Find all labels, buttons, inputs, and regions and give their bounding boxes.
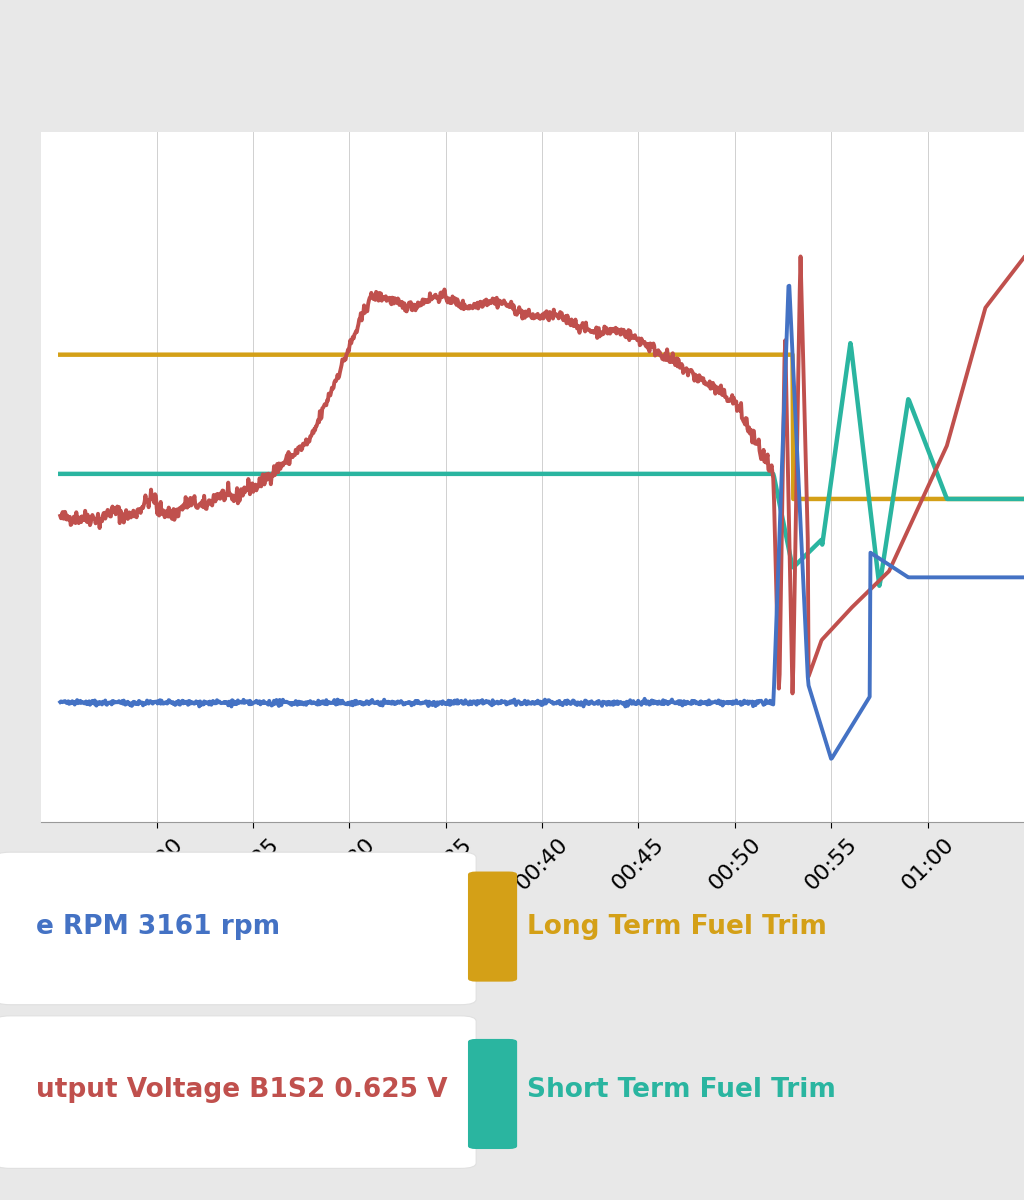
FancyBboxPatch shape <box>0 852 476 1004</box>
FancyBboxPatch shape <box>468 871 517 982</box>
Text: Short Term Fuel Trim: Short Term Fuel Trim <box>527 1078 837 1103</box>
Text: e RPM 3161 rpm: e RPM 3161 rpm <box>36 913 280 940</box>
Text: utput Voltage B1S2 0.625 V: utput Voltage B1S2 0.625 V <box>36 1078 447 1103</box>
FancyBboxPatch shape <box>468 1039 517 1150</box>
Text: Long Term Fuel Trim: Long Term Fuel Trim <box>527 913 827 940</box>
FancyBboxPatch shape <box>0 1016 476 1169</box>
